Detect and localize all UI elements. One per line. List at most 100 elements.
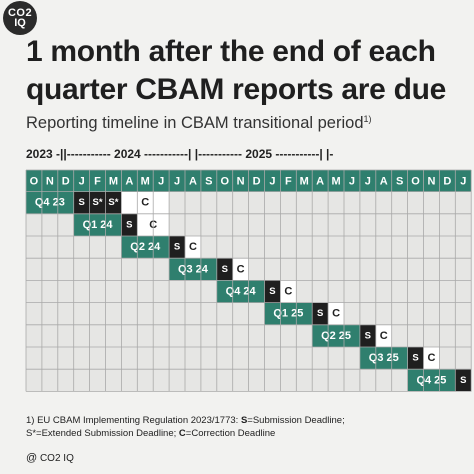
month-label-3: J [79,175,85,187]
correction-label-6: C [380,330,388,342]
submission-label-0-1: S* [93,197,103,208]
quarter-bar-8 [407,369,456,392]
month-label-1: N [46,175,54,187]
source-credit: @ CO2 IQ [26,452,74,464]
quarter-label-0: Q4 23 [35,197,65,209]
submission-label-5-0: S [317,308,323,319]
footnote-s-key: S [240,415,248,426]
submission-label-2-0: S [174,242,180,253]
submission-cell-1-0 [121,213,138,236]
submission-label-6-0: S [365,330,371,341]
footnote-c-key: C [178,428,186,439]
quarter-label-8: Q4 25 [416,374,446,386]
submission-cell-0-0 [73,191,90,214]
month-label-19: M [331,175,340,187]
correction-cell-0 [121,191,170,214]
correction-cell-4 [280,280,297,303]
correction-label-5: C [332,308,340,320]
co2iq-logo: CO2 IQ [3,1,37,35]
submission-cell-3-0 [216,258,233,281]
subtitle-text: Reporting timeline in CBAM transitional … [26,114,364,132]
quarter-label-2: Q2 24 [130,241,161,253]
submission-cell-8-0 [455,369,472,392]
month-label-8: J [158,175,164,187]
quarter-label-4: Q4 24 [226,286,257,298]
correction-label-7: C [427,352,435,364]
month-label-6: A [125,175,133,187]
logo-line1: CO2 [7,6,33,19]
month-label-21: J [365,175,371,187]
logo-line2: IQ [14,17,26,29]
chart-title: 1 month after the end of each quarter CB… [26,35,447,106]
quarter-bar-2 [121,236,170,259]
quarter-bar-1 [73,213,122,236]
submission-label-8-0: S [460,375,466,386]
quarter-label-5: Q1 25 [273,308,303,320]
chart-subtitle: Reporting timeline in CBAM transitional … [26,114,372,133]
month-label-15: J [269,175,275,187]
month-label-26: D [443,175,451,187]
correction-cell-6 [375,324,392,347]
correction-cell-7 [423,347,440,370]
quarter-bar-0 [26,191,74,214]
quarter-label-6: Q2 25 [321,330,351,342]
quarter-bar-3 [169,258,217,281]
month-label-10: A [189,175,197,187]
month-label-2: D [62,175,70,187]
submission-cell-2-0 [169,236,185,259]
month-label-22: A [380,175,388,187]
footnote-s-text: =Submission Deadline; [247,415,345,426]
submission-cell-5-0 [312,302,329,325]
source-text: CO2 IQ [39,453,74,464]
submission-label-0-0: S [78,197,84,208]
month-label-23: S [396,175,403,187]
submission-cell-0-2 [105,191,122,214]
month-label-27: J [460,175,466,187]
quarter-bar-4 [216,280,265,303]
submission-label-7-0: S [412,353,418,364]
source-mark: @ [26,452,38,464]
month-label-24: O [411,175,420,187]
month-label-16: F [285,175,292,187]
month-label-13: N [237,175,245,187]
submission-cell-6-0 [359,324,376,347]
footnote: 1) EU CBAM Implementing Regulation 2023/… [26,414,466,440]
month-label-5: M [109,175,118,187]
month-label-4: F [94,175,101,187]
submission-cell-7-0 [407,347,424,370]
month-label-20: J [349,175,355,187]
footnote-s2-text: =Extended Submission Deadline; [36,428,179,439]
submission-label-1-0: S [126,219,132,230]
month-label-7: M [141,175,150,187]
submission-label-3-0: S [222,264,228,275]
submission-label-4-0: S [269,286,275,297]
footnote-prefix: 1) EU CBAM Implementing Regulation 2023/… [26,415,241,426]
quarter-label-1: Q1 24 [83,219,114,231]
month-label-0: O [30,175,39,187]
correction-label-0: C [141,197,149,209]
month-label-9: J [174,175,180,187]
correction-cell-5 [328,302,344,325]
correction-label-4: C [284,286,292,298]
subtitle-footnote-ref: 1) [363,114,372,124]
month-label-17: M [300,175,309,187]
footnote-c-text: =Correction Deadline [185,428,276,439]
submission-cell-4-0 [264,280,281,303]
correction-label-2: C [189,241,197,253]
year-axis-line: 2023 -||----------- 2024 -----------| |-… [26,147,334,161]
footnote-s2-key: S* [26,428,37,439]
quarter-label-7: Q3 25 [369,352,399,364]
correction-cell-2 [185,236,201,259]
month-label-14: D [253,175,261,187]
month-label-11: S [205,175,212,187]
quarter-bar-7 [359,347,408,370]
submission-cell-0-1 [89,191,106,214]
submission-label-0-2: S* [108,197,118,208]
month-label-18: A [316,175,324,187]
month-label-25: N [427,175,435,187]
month-label-12: O [220,175,229,187]
correction-cell-3 [232,258,249,281]
quarter-label-3: Q3 24 [178,263,209,275]
correction-label-3: C [237,263,245,275]
